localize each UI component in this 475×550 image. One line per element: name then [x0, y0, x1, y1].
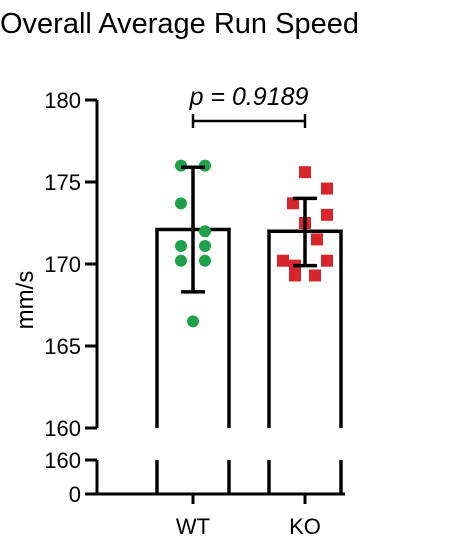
- y-tick-label: 160: [44, 448, 81, 473]
- x-category-label: KO: [289, 514, 321, 539]
- data-point-WT: [175, 239, 187, 252]
- y-tick-label: 170: [44, 252, 81, 277]
- data-point-KO: [309, 269, 321, 282]
- data-points: [175, 159, 333, 328]
- y-axis-label: mm/s: [12, 271, 39, 330]
- chart-title: Overall Average Run Speed: [0, 8, 359, 40]
- y-tick-label: 175: [44, 170, 81, 195]
- bars: [155, 227, 343, 494]
- data-point-WT: [199, 254, 211, 267]
- data-point-KO: [299, 166, 311, 179]
- data-point-KO: [321, 208, 333, 221]
- p-value-label: p = 0.9189: [189, 83, 309, 111]
- data-point-WT: [199, 239, 211, 252]
- data-point-KO: [321, 254, 333, 267]
- data-point-WT: [175, 254, 187, 267]
- axes: 160 165 170 175 180 0 160 WT KO: [44, 88, 345, 539]
- data-point-WT: [199, 225, 211, 238]
- data-point-KO: [277, 254, 289, 267]
- error-bars: [181, 165, 317, 294]
- data-point-KO: [321, 182, 333, 195]
- y-tick-label: 0: [69, 482, 81, 507]
- x-category-label: WT: [176, 514, 210, 539]
- data-point-KO: [287, 197, 299, 210]
- data-point-KO: [289, 269, 301, 282]
- data-point-KO: [311, 233, 323, 246]
- y-tick-label: 165: [44, 334, 81, 359]
- data-point-WT: [175, 197, 187, 210]
- significance-annotation: p = 0.9189: [189, 83, 309, 128]
- y-tick-label: 180: [44, 88, 81, 113]
- y-tick-label: 160: [44, 416, 81, 441]
- data-point-WT: [187, 315, 199, 328]
